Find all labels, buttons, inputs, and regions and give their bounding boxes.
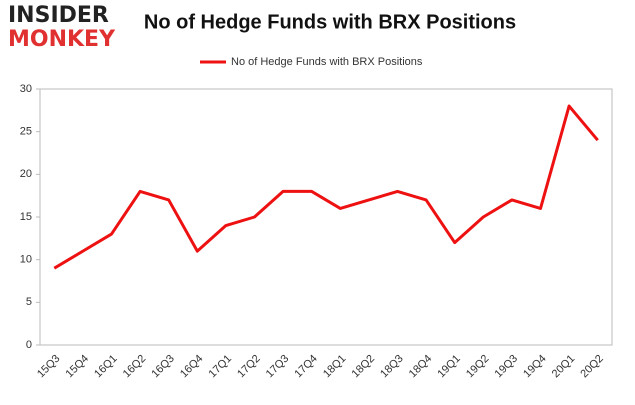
x-tick-label: 19Q4 <box>521 353 549 381</box>
legend-label: No of Hedge Funds with BRX Positions <box>231 56 423 68</box>
chart-title: No of Hedge Funds with BRX Positions <box>144 11 516 33</box>
x-tick-label: 20Q2 <box>578 353 606 381</box>
x-tick-label: 19Q3 <box>493 353 521 381</box>
x-tick-label: 18Q3 <box>378 353 406 381</box>
x-tick-label: 18Q1 <box>321 353 349 381</box>
x-tick-label: 16Q2 <box>121 353 149 381</box>
y-tick-label: 0 <box>26 339 32 351</box>
data-line <box>53 104 599 270</box>
x-tick-label: 17Q4 <box>292 353 320 381</box>
y-tick-label: 20 <box>20 168 32 180</box>
x-tick-label: 16Q1 <box>92 353 120 381</box>
x-tick-label: 19Q1 <box>435 353 463 381</box>
x-tick-label: 17Q2 <box>235 353 263 381</box>
x-tick-label: 15Q4 <box>64 353 92 381</box>
x-tick-label: 17Q1 <box>207 353 235 381</box>
x-tick-label: 19Q2 <box>464 353 492 381</box>
x-tick-label: 18Q2 <box>350 353 378 381</box>
logo-top: INSIDER <box>8 3 109 28</box>
plot-frame <box>39 88 613 346</box>
x-tick-label: 18Q4 <box>407 353 435 381</box>
y-tick-label: 15 <box>20 211 32 223</box>
x-tick-label: 16Q3 <box>149 353 177 381</box>
y-tick-label: 5 <box>26 296 32 308</box>
y-tick-label: 25 <box>20 126 32 138</box>
logo-bottom: MONKEY <box>8 27 116 52</box>
y-tick-label: 30 <box>20 83 32 95</box>
x-tick-label: 20Q1 <box>550 353 578 381</box>
y-tick-label: 10 <box>20 254 32 266</box>
x-tick-label: 17Q3 <box>264 353 292 381</box>
x-tick-label: 16Q4 <box>178 353 206 381</box>
x-tick-label: 15Q3 <box>35 353 63 381</box>
